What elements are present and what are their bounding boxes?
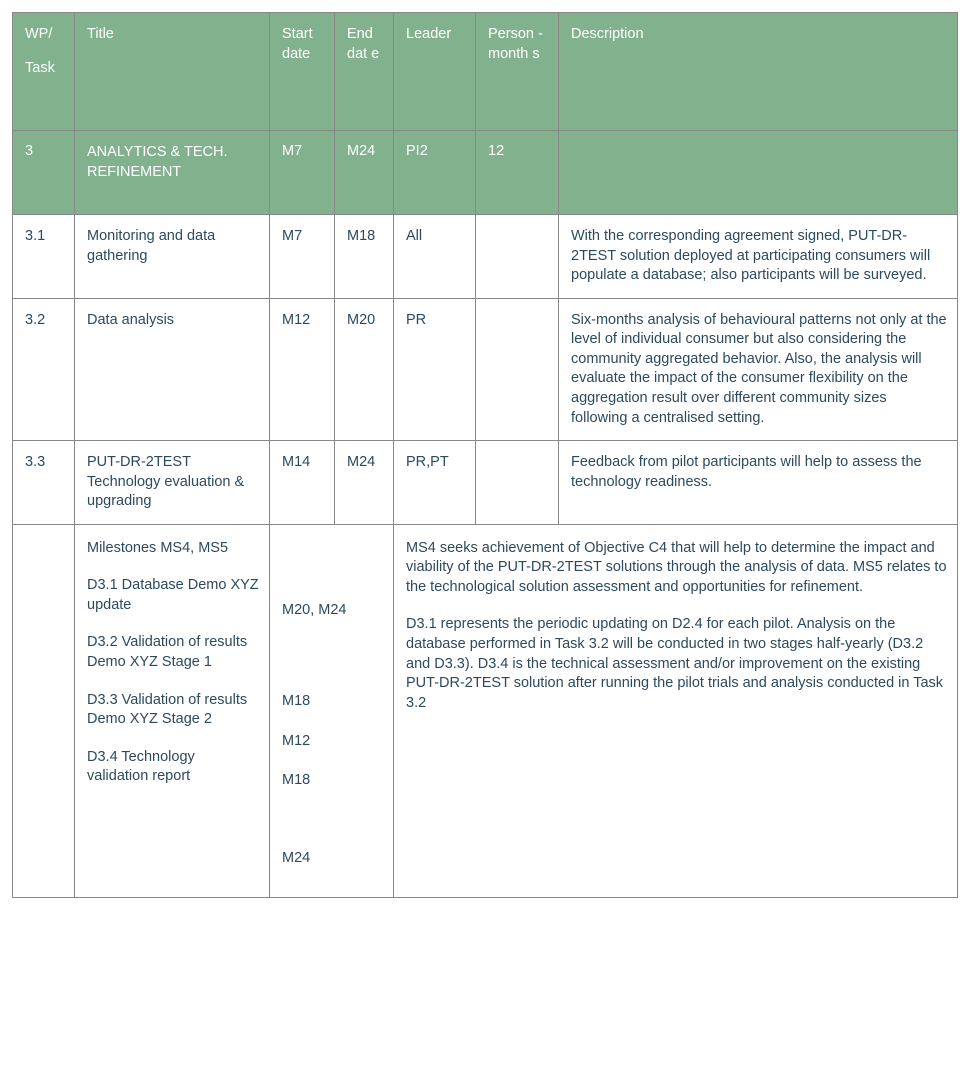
work-package-table: WP/ Task Title Start date End dat e Lead… bbox=[12, 12, 958, 898]
deliverables-empty bbox=[13, 524, 75, 897]
task-id: 3.2 bbox=[13, 298, 75, 440]
col-end: End dat e bbox=[335, 13, 394, 131]
task-id: 3.1 bbox=[13, 215, 75, 299]
deliverable-date: M18 bbox=[282, 771, 383, 791]
task-row: 3.1Monitoring and data gatheringM7M18All… bbox=[13, 215, 958, 299]
deliverables-dates: M20, M24 M18 M12 M18 M24 bbox=[270, 524, 394, 897]
deliverable-date: M24 bbox=[282, 849, 383, 869]
task-leader: PR bbox=[394, 298, 476, 440]
summary-leader: PI2 bbox=[394, 131, 476, 215]
task-pm bbox=[476, 215, 559, 299]
task-end: M24 bbox=[335, 441, 394, 525]
col-wp-sub: Task bbox=[25, 59, 64, 79]
summary-desc bbox=[559, 131, 958, 215]
deliverable-date: M18 bbox=[282, 692, 383, 712]
deliverables-row: Milestones MS4, MS5 D3.1 Database Demo XY… bbox=[13, 524, 958, 897]
col-pm: Person - month s bbox=[476, 13, 559, 131]
deliverable-date: M20, M24 bbox=[282, 601, 383, 621]
summary-end: M24 bbox=[335, 131, 394, 215]
col-start: Start date bbox=[270, 13, 335, 131]
deliverable-item: D3.1 Database Demo XYZ update bbox=[87, 576, 259, 615]
task-title: Data analysis bbox=[75, 298, 270, 440]
task-end: M20 bbox=[335, 298, 394, 440]
deliverable-item: D3.3 Validation of results Demo XYZ Stag… bbox=[87, 691, 259, 730]
header-row: WP/ Task Title Start date End dat e Lead… bbox=[13, 13, 958, 131]
summary-pm: 12 bbox=[476, 131, 559, 215]
deliverable-item: D3.2 Validation of results Demo XYZ Stag… bbox=[87, 633, 259, 672]
task-leader: PR,PT bbox=[394, 441, 476, 525]
col-wp: WP/ Task bbox=[13, 13, 75, 131]
summary-start: M7 bbox=[270, 131, 335, 215]
task-id: 3.3 bbox=[13, 441, 75, 525]
deliverable-paragraph: MS4 seeks achievement of Objective C4 th… bbox=[406, 539, 947, 598]
col-leader: Leader bbox=[394, 13, 476, 131]
deliverable-date: M12 bbox=[282, 732, 383, 752]
task-row: 3.3PUT-DR-2TEST Technology evaluation & … bbox=[13, 441, 958, 525]
task-pm bbox=[476, 298, 559, 440]
task-title: Monitoring and data gathering bbox=[75, 215, 270, 299]
task-start: M7 bbox=[270, 215, 335, 299]
col-wp-top: WP/ bbox=[25, 25, 64, 45]
task-desc: With the corresponding agreement signed,… bbox=[559, 215, 958, 299]
task-pm bbox=[476, 441, 559, 525]
task-start: M12 bbox=[270, 298, 335, 440]
col-title: Title bbox=[75, 13, 270, 131]
task-row: 3.2Data analysisM12M20PR Six-months analy… bbox=[13, 298, 958, 440]
deliverable-paragraph: D3.1 represents the periodic updating on… bbox=[406, 615, 947, 713]
task-title: PUT-DR-2TEST Technology evaluation & upg… bbox=[75, 441, 270, 525]
deliverable-item: D3.4 Technology validation report bbox=[87, 748, 259, 787]
summary-title: ANALYTICS & TECH. REFINEMENT bbox=[75, 131, 270, 215]
task-leader: All bbox=[394, 215, 476, 299]
col-desc: Description bbox=[559, 13, 958, 131]
deliverables-list: Milestones MS4, MS5 D3.1 Database Demo XY… bbox=[75, 524, 270, 897]
deliverables-text: MS4 seeks achievement of Objective C4 th… bbox=[394, 524, 958, 897]
summary-row: 3 ANALYTICS & TECH. REFINEMENT M7 M24 PI… bbox=[13, 131, 958, 215]
task-start: M14 bbox=[270, 441, 335, 525]
task-desc: Feedback from pilot participants will he… bbox=[559, 441, 958, 525]
task-end: M18 bbox=[335, 215, 394, 299]
task-desc: Six-months analysis of behavioural patte… bbox=[559, 298, 958, 440]
summary-id: 3 bbox=[13, 131, 75, 215]
deliverable-item: Milestones MS4, MS5 bbox=[87, 539, 259, 559]
